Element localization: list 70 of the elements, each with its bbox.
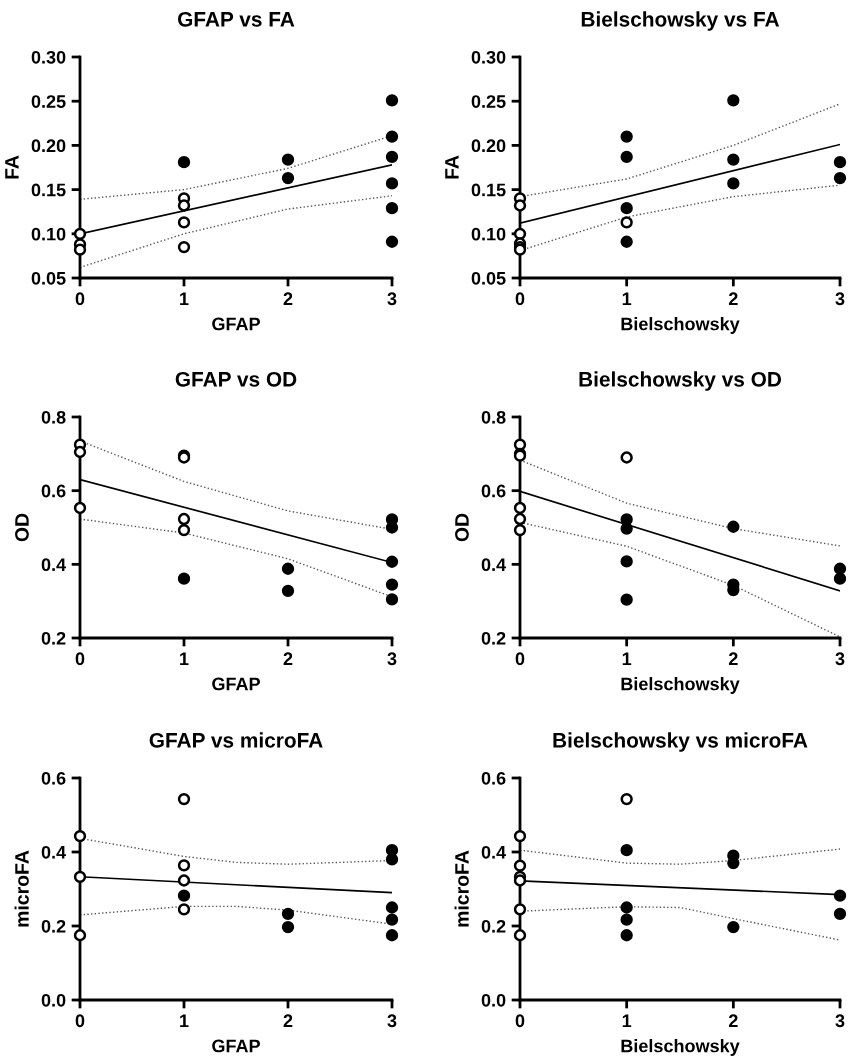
y-tick-label: 0.2 <box>41 631 66 645</box>
x-tick-label: 2 <box>283 652 293 665</box>
y-tick-label: 0.05 <box>31 271 66 285</box>
y-tick-label: 0.4 <box>41 558 67 572</box>
chart-title: Bielschowsky vs OD <box>579 371 782 391</box>
y-tick-label: 0.15 <box>471 183 506 197</box>
y-tick-label: 0.6 <box>481 484 506 498</box>
y-tick-label: 0.4 <box>481 845 507 859</box>
y-tick-label: 0.30 <box>31 50 66 64</box>
x-tick-label: 0 <box>515 652 525 666</box>
y-tick-label: 0.10 <box>471 227 506 241</box>
y-tick-label: 0.2 <box>41 919 66 933</box>
x-axis-title: GFAP <box>212 317 260 331</box>
y-tick-label: 0.25 <box>471 95 506 108</box>
x-tick-label: 2 <box>728 1014 738 1027</box>
y-tick-label: 0.15 <box>31 183 66 197</box>
x-tick-label: 1 <box>180 292 189 305</box>
x-tick-label: 3 <box>387 292 397 306</box>
y-tick-label: 0.25 <box>31 95 66 108</box>
x-tick-label: 1 <box>622 652 632 665</box>
x-tick-label: 1 <box>622 1014 632 1027</box>
y-tick-label: 0.2 <box>481 919 506 933</box>
chart-title: GFAP vs FA <box>177 11 295 27</box>
y-tick-label: 0.8 <box>481 410 506 424</box>
x-tick-label: 1 <box>180 1014 189 1027</box>
y-tick-label: 0.0 <box>481 993 506 1007</box>
y-tick-label: 0.6 <box>481 771 506 785</box>
y-tick-label: 0.20 <box>31 139 66 153</box>
x-axis-title: GFAP <box>212 1039 260 1053</box>
x-axis-title: Bielschowsky <box>621 677 740 694</box>
x-tick-label: 0 <box>515 1014 525 1028</box>
y-tick-label: 0.4 <box>41 845 67 859</box>
y-tick-label: 0.30 <box>471 50 506 64</box>
y-tick-label: 0.2 <box>481 631 506 645</box>
x-tick-label: 2 <box>728 292 738 305</box>
y-axis-title: microFA <box>14 850 29 927</box>
x-axis-title: Bielschowsky <box>621 1039 740 1056</box>
y-axis-title: OD <box>455 513 469 542</box>
x-tick-label: 0 <box>515 292 525 306</box>
y-tick-label: 0.6 <box>41 484 66 498</box>
y-axis-title: FA <box>5 155 19 179</box>
chart-title: GFAP vs OD <box>175 371 297 387</box>
x-axis-title: GFAP <box>212 677 260 691</box>
x-tick-label: 0 <box>75 652 85 666</box>
y-tick-label: 0.20 <box>471 139 506 153</box>
x-tick-label: 0 <box>75 292 85 306</box>
y-axis-title: OD <box>15 513 29 542</box>
x-tick-label: 3 <box>387 652 397 666</box>
y-tick-label: 0.8 <box>41 410 66 424</box>
y-axis-title: FA <box>445 155 459 179</box>
x-tick-label: 3 <box>387 1014 397 1028</box>
x-tick-label: 1 <box>622 292 632 305</box>
chart-title: GFAP vs microFA <box>149 732 323 748</box>
chart-title: Bielschowsky vs microFA <box>553 732 808 752</box>
x-tick-label: 2 <box>283 292 293 305</box>
x-tick-label: 3 <box>835 1014 845 1028</box>
x-tick-label: 1 <box>180 652 189 665</box>
y-tick-label: 0.05 <box>471 271 506 285</box>
y-tick-label: 0.6 <box>41 771 66 785</box>
x-tick-label: 3 <box>835 292 845 306</box>
x-tick-label: 2 <box>728 652 738 665</box>
chart-title: Bielschowsky vs FA <box>581 11 780 31</box>
y-tick-label: 0.4 <box>481 558 507 572</box>
x-tick-label: 3 <box>835 652 845 666</box>
x-tick-label: 2 <box>283 1014 293 1027</box>
y-tick-label: 0.10 <box>31 227 66 241</box>
y-axis-title: microFA <box>454 850 469 927</box>
x-tick-label: 0 <box>75 1014 85 1028</box>
x-axis-title: Bielschowsky <box>621 317 740 334</box>
y-tick-label: 0.0 <box>41 993 66 1007</box>
